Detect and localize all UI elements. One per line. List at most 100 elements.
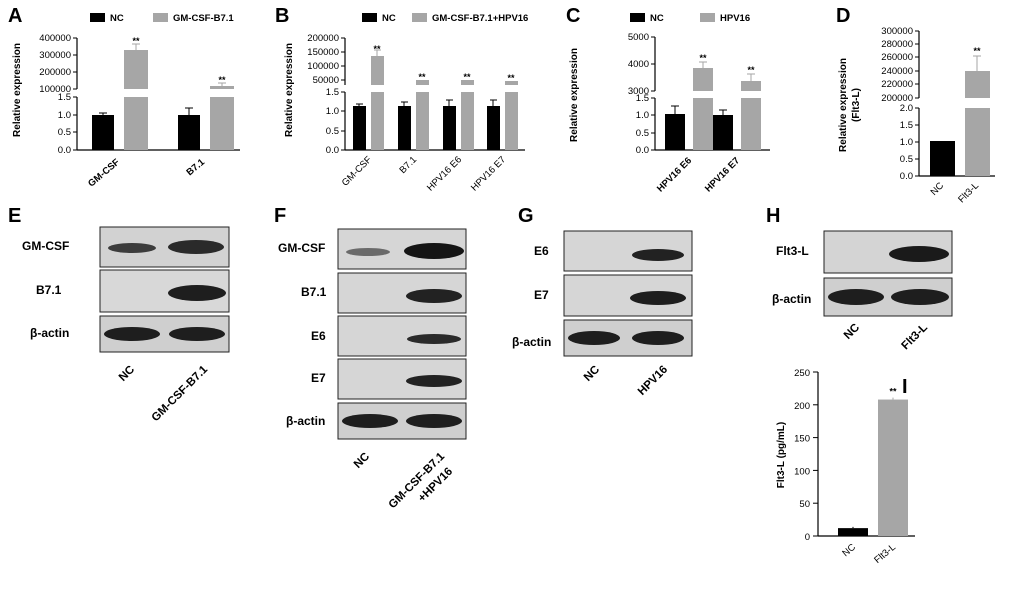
y-tick-label: 300000 — [39, 50, 71, 61]
y-tick-label: 200000 — [39, 67, 71, 78]
bar-treated-upper — [461, 80, 474, 85]
y-tick-label: 0.0 — [326, 145, 339, 156]
y-tick-label: 3000 — [628, 86, 649, 97]
significance-mark: ** — [373, 44, 381, 54]
blot-band — [168, 240, 224, 254]
y-tick-label: 0.5 — [326, 126, 339, 137]
bar-treated-upper — [416, 80, 429, 85]
bar-flt3l — [878, 399, 908, 536]
legend-swatch-treated — [153, 13, 168, 22]
panel-letter-a: A — [8, 5, 22, 27]
panel-h: H Flt3-L β-actin NC Flt3-L — [766, 205, 953, 353]
blot-label: B7.1 — [301, 285, 327, 299]
y-tick-label: 0.0 — [900, 171, 913, 182]
blot-band — [828, 289, 884, 305]
y-tick-label: 1.0 — [326, 106, 339, 117]
y-axis-label: Relative expression — [284, 43, 295, 137]
bar-treated-gm-csf-lower — [124, 97, 148, 150]
y-tick-label: 200 — [794, 401, 810, 412]
blot-band — [169, 327, 225, 341]
y-axis-label: Relative expression — [12, 43, 23, 137]
bar-treated-upper — [371, 56, 384, 85]
y-tick-label: 200000 — [307, 33, 339, 44]
blot-band — [104, 327, 160, 341]
x-tick-label: HPV16 E7 — [469, 154, 508, 193]
y-tick-label: 0.0 — [636, 145, 649, 156]
blot-band — [342, 414, 398, 428]
y-tick-label: 0.5 — [636, 128, 649, 139]
panel-letter-g: G — [518, 205, 534, 227]
bar-treated-lower — [505, 92, 518, 150]
y-tick-label: 0.5 — [58, 127, 71, 138]
y-tick-label: 4000 — [628, 59, 649, 70]
blot-band — [108, 243, 156, 253]
blot-band — [568, 331, 620, 345]
blot-label: β-actin — [286, 414, 325, 428]
panel-letter-b: B — [275, 5, 289, 27]
y-tick-label: 0.5 — [900, 154, 913, 165]
bar-flt3l-lower — [965, 108, 990, 176]
bar-treated-e6-lower — [693, 98, 713, 150]
blot-label: Flt3-L — [776, 244, 809, 258]
bar-treated-b71-upper — [210, 86, 234, 89]
bar-nc-b71 — [178, 115, 200, 150]
panel-d: D Relative expression (Flt3-L) 300000 28… — [836, 5, 995, 205]
y-tick-label: 1.0 — [58, 110, 71, 121]
blot-band — [168, 285, 226, 301]
y-tick-label: 100 — [794, 466, 810, 477]
legend-swatch-nc — [90, 13, 105, 22]
blot-label: β-actin — [772, 292, 811, 306]
blot-label: GM-CSF — [22, 239, 69, 253]
panel-letter-i: I — [902, 376, 908, 398]
y-tick-label: 1.5 — [636, 93, 649, 104]
bar-treated-upper — [505, 81, 518, 85]
legend-label-nc: NC — [650, 13, 664, 24]
y-tick-label: 1.5 — [326, 87, 339, 98]
y-tick-label: 0.0 — [58, 145, 71, 156]
y-tick-label: 240000 — [881, 66, 913, 77]
significance-mark: ** — [699, 53, 707, 63]
x-tick-label: HPV16 E6 — [425, 154, 464, 193]
lane-label: NC — [582, 364, 602, 384]
bar-treated-gm-csf-upper — [124, 50, 148, 89]
panel-letter-d: D — [836, 5, 850, 27]
y-tick-label: 1.5 — [58, 92, 71, 103]
significance-mark: ** — [218, 75, 226, 85]
blot-band — [630, 291, 686, 305]
blot-band — [406, 375, 462, 387]
bar-treated-lower — [416, 92, 429, 150]
x-tick-label: B7.1 — [184, 156, 207, 178]
bar-treated-e6-upper — [693, 68, 713, 91]
blot-band — [632, 331, 684, 345]
panel-g: G E6 E7 β-actin NC HPV16 — [512, 205, 693, 398]
blot-band — [407, 334, 461, 344]
panel-a: A NC GM-CSF-B7.1 Relative expression 400… — [8, 5, 240, 189]
y-tick-label: 100000 — [307, 61, 339, 72]
blot-band — [632, 249, 684, 261]
blot-label: E7 — [311, 371, 326, 385]
bar-nc-e7 — [713, 115, 733, 150]
bar-nc — [838, 528, 868, 536]
bar-nc — [398, 106, 411, 150]
y-tick-label: 2.0 — [900, 103, 913, 114]
y-axis-label: Relative expression — [838, 58, 849, 152]
y-tick-label: 250 — [794, 368, 810, 379]
y-tick-label: 0 — [805, 532, 810, 543]
panel-c: C NC HPV16 Relative expression 5000 4000… — [566, 5, 770, 194]
blot-band — [404, 243, 464, 259]
y-tick-label: 1.0 — [900, 137, 913, 148]
legend-label-treated: HPV16 — [720, 13, 750, 24]
blot-label: β-actin — [512, 335, 551, 349]
x-tick-label: GM-CSF — [86, 157, 122, 190]
x-tick-label: Flt3-L — [872, 542, 898, 566]
lane-label: Flt3-L — [899, 322, 930, 353]
bar-treated-e7-upper — [741, 81, 761, 91]
y-axis-label: Relative expression — [569, 48, 580, 142]
lane-label: HPV16 — [636, 364, 670, 398]
blot-band — [891, 289, 949, 305]
x-tick-label: HPV16 E6 — [655, 155, 694, 194]
y-tick-label: 50000 — [313, 75, 339, 86]
x-tick-label: B7.1 — [398, 154, 420, 176]
blot-band — [346, 248, 390, 256]
